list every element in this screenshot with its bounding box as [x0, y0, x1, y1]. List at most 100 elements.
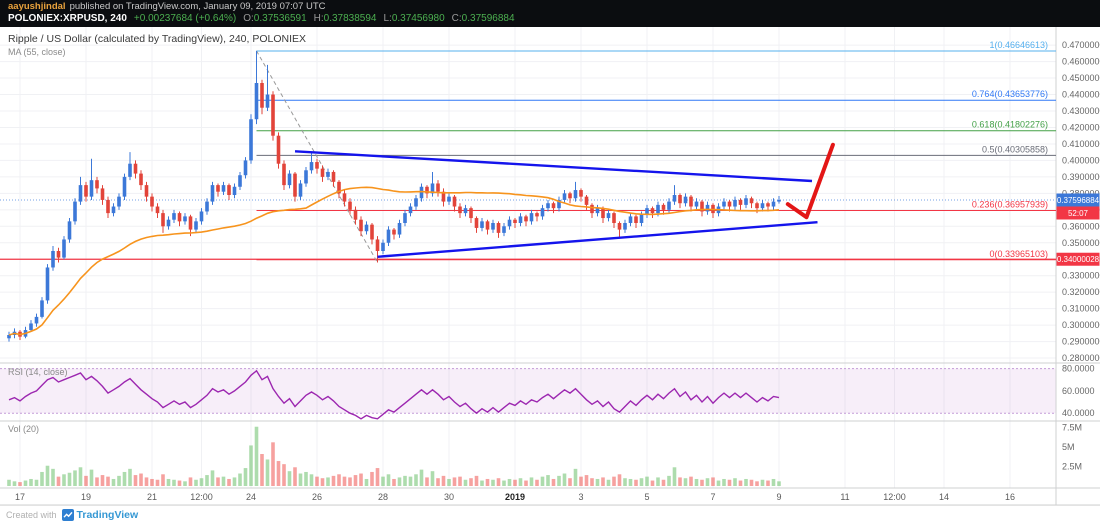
volume-bar	[183, 481, 187, 486]
volume-bar	[166, 478, 171, 486]
time-axis-label: 7	[710, 492, 715, 502]
candle-body	[408, 206, 413, 214]
volume-bar	[216, 477, 220, 486]
author-name: aayushjindal	[8, 1, 66, 12]
volume-bar	[73, 470, 77, 486]
candle-body	[667, 201, 671, 210]
time-axis-label: 19	[81, 492, 91, 502]
countdown-badge	[1056, 206, 1100, 220]
volume-bar	[342, 476, 347, 486]
fib-level-label: 0(0.33965103)	[989, 249, 1048, 259]
volume-bar	[227, 478, 231, 486]
volume-bar	[370, 471, 374, 486]
candle-body	[315, 162, 319, 169]
candle-body	[755, 203, 759, 209]
volume-bar	[601, 477, 605, 486]
candle-body	[353, 209, 358, 220]
price-axis-label: 0.32000000	[1062, 287, 1100, 297]
volume-bar	[507, 478, 512, 486]
volume-bar	[573, 468, 578, 486]
candle-body	[386, 229, 391, 243]
tradingview-link[interactable]: TradingView	[61, 508, 138, 521]
candle-body	[546, 203, 550, 209]
symbol-label: POLONIEX:XRPUSD, 240	[8, 13, 127, 24]
volume-bar	[777, 481, 781, 486]
price-axis-label: 0.35000000	[1062, 238, 1100, 248]
candle-body	[370, 224, 374, 240]
candle-body	[617, 223, 622, 230]
candle-body	[683, 196, 688, 204]
candle-body	[106, 199, 110, 214]
time-axis-label: 16	[1005, 492, 1015, 502]
candle-body	[205, 201, 209, 212]
low-label: L:	[383, 13, 392, 24]
volume-bar	[315, 476, 319, 486]
price-axis-label: 0.46000000	[1062, 57, 1100, 67]
price-axis-label: 0.43000000	[1062, 106, 1100, 116]
volume-bar	[551, 478, 556, 486]
volume-bar	[282, 464, 286, 486]
volume-bar	[177, 480, 182, 486]
candle-body	[188, 216, 193, 230]
volume-axis-label: 7.5M	[1062, 423, 1082, 433]
volume-bar	[722, 478, 726, 486]
volume-bar	[771, 478, 776, 486]
volume-bar	[133, 475, 138, 486]
volume-bar	[375, 468, 380, 486]
candle-body	[150, 196, 154, 207]
volume-bar	[458, 476, 462, 486]
volume-bar	[7, 479, 11, 486]
candle-body	[595, 208, 600, 214]
price-axis-label: 0.42000000	[1062, 122, 1100, 132]
fib-level-label: 0.236(0.36957939)	[972, 200, 1048, 210]
volume-bar	[89, 469, 94, 486]
candle-body	[518, 216, 523, 223]
candle-body	[166, 219, 171, 227]
volume-bar	[749, 479, 754, 486]
candle-body	[551, 203, 556, 209]
volume-bar	[392, 478, 396, 486]
candle-body	[78, 185, 83, 202]
high-value: 0.37838594	[323, 13, 377, 24]
candle-body	[678, 195, 682, 204]
volume-bar	[232, 477, 237, 486]
volume-bar	[419, 469, 424, 486]
volume-bar	[546, 475, 550, 486]
volume-bar	[447, 478, 451, 486]
candle-body	[447, 196, 451, 202]
volume-bar	[34, 479, 39, 486]
candle-body	[568, 193, 572, 199]
candle-body	[771, 201, 776, 207]
breakout-arrow	[785, 142, 835, 220]
volume-bar	[260, 454, 264, 486]
candle-body	[513, 219, 517, 223]
candle-body	[359, 219, 363, 232]
volume-bar	[562, 473, 567, 486]
volume-bar	[425, 477, 429, 486]
volume-bar	[705, 478, 710, 486]
candle-body	[381, 242, 385, 251]
volume-bar	[210, 470, 215, 486]
volume-bar	[568, 478, 572, 486]
candle-body	[7, 335, 11, 339]
rsi-axis-label: 80.0000	[1062, 364, 1095, 374]
volume-bar	[221, 476, 226, 486]
volume-bar	[128, 468, 132, 486]
volume-bar	[639, 478, 644, 486]
volume-bar	[238, 473, 242, 486]
candle-body	[326, 171, 330, 177]
volume-bar	[678, 477, 682, 486]
candle-body	[645, 208, 649, 215]
candle-body	[89, 180, 94, 197]
volume-bar	[40, 471, 44, 486]
volume-bar	[595, 478, 600, 486]
time-axis-label: 24	[246, 492, 256, 502]
candle-body	[238, 175, 242, 187]
candle-body	[133, 163, 138, 174]
candle-body	[342, 193, 347, 202]
candle-body	[304, 170, 308, 184]
candle-body	[601, 208, 605, 219]
volume-bar	[513, 479, 517, 486]
volume-bar	[535, 479, 539, 486]
